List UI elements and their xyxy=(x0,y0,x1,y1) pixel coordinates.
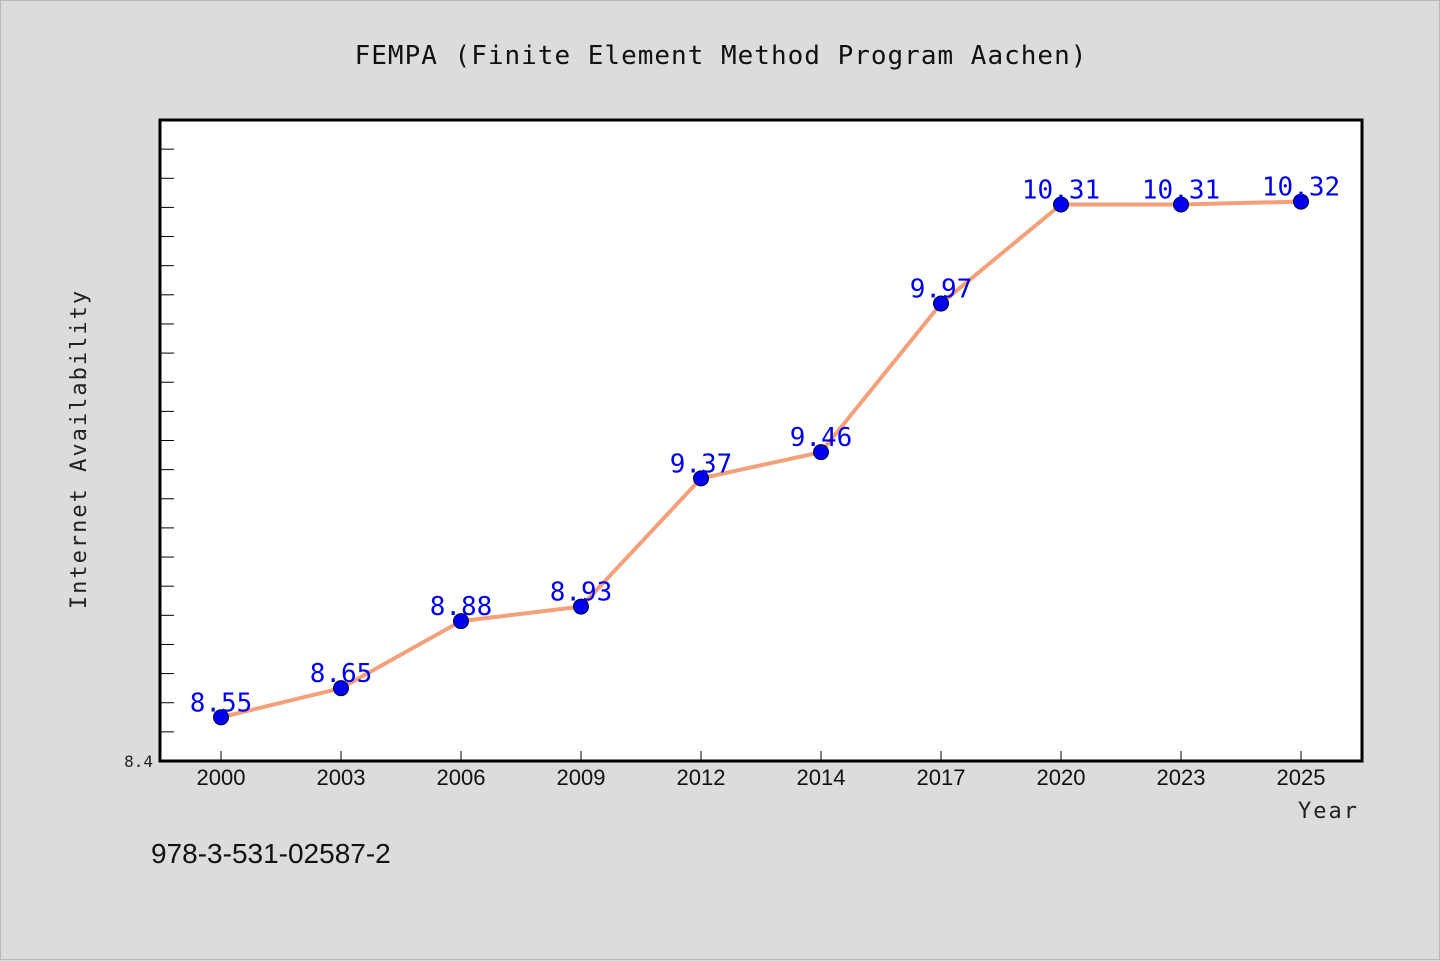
data-labels: 8.55 8.65 8.88 8.93 9.37 9.46 9.97 10.31 10.31 10… xyxy=(190,173,1340,719)
data-label: 8.93 xyxy=(550,578,613,608)
x-tick-label: 2009 xyxy=(557,765,606,790)
x-axis-ticks xyxy=(220,751,1302,761)
data-label: 8.88 xyxy=(430,592,493,622)
x-tick-label: 2014 xyxy=(797,765,846,790)
x-tick-label: 2020 xyxy=(1037,765,1086,790)
data-label: 9.37 xyxy=(670,449,733,479)
data-label: 8.65 xyxy=(310,659,373,689)
data-label: 10.32 xyxy=(1262,173,1340,203)
y-tick-label: 8.4 xyxy=(124,752,153,771)
data-point xyxy=(213,709,229,726)
data-point xyxy=(1293,193,1309,210)
x-tick-label: 2017 xyxy=(917,765,966,790)
x-tick-label: 2023 xyxy=(1157,765,1206,790)
isbn-code: 978-3-531-02587-2 xyxy=(151,838,391,869)
data-point xyxy=(693,470,709,487)
data-markers xyxy=(213,193,1309,726)
data-point xyxy=(1053,196,1069,213)
data-point xyxy=(1173,196,1189,213)
data-label: 8.55 xyxy=(190,688,253,718)
plot-area xyxy=(158,118,1364,763)
x-tick-label: 2025 xyxy=(1277,765,1326,790)
data-point xyxy=(933,295,949,312)
x-axis-labels: 2000 2003 2006 2009 2012 2014 2017 2020 2023 2025 xyxy=(197,765,1326,790)
data-point xyxy=(453,613,469,630)
data-label: 9.97 xyxy=(910,275,973,305)
x-axis-title: Year xyxy=(1298,799,1359,824)
chart-title: FEMPA (Finite Element Method Program Aac… xyxy=(355,41,1088,71)
x-tick-label: 2012 xyxy=(677,765,726,790)
data-point xyxy=(813,444,829,461)
x-tick-label: 2000 xyxy=(197,765,246,790)
data-label: 10.31 xyxy=(1022,175,1100,205)
data-point xyxy=(573,598,589,615)
data-label: 10.31 xyxy=(1142,175,1220,205)
x-tick-label: 2006 xyxy=(437,765,486,790)
data-label: 9.46 xyxy=(790,423,853,453)
data-point xyxy=(333,680,349,697)
y-axis-ticks xyxy=(160,119,174,762)
x-tick-label: 2003 xyxy=(317,765,366,790)
series-line xyxy=(220,199,1302,720)
y-axis-title: Internet Availability xyxy=(67,289,92,609)
